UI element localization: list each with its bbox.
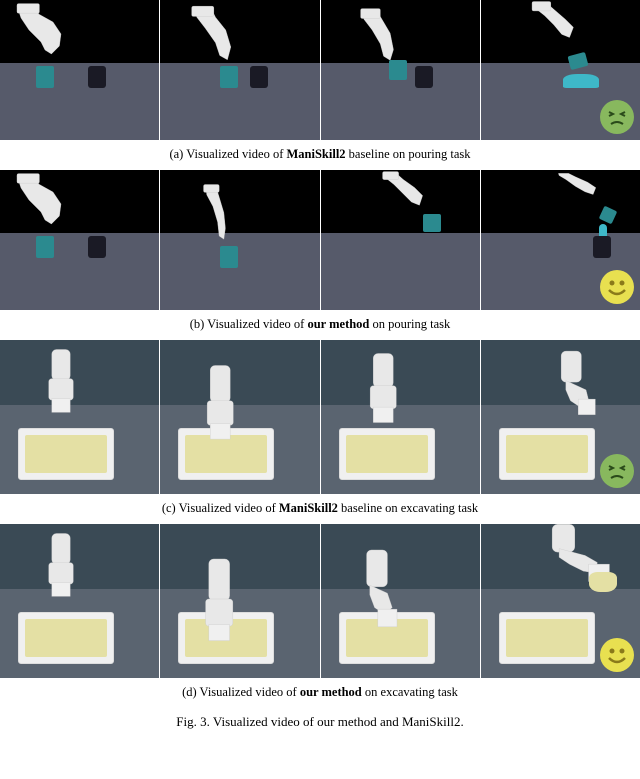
frame-b1 xyxy=(0,170,159,310)
sick-face-icon xyxy=(600,454,634,488)
figure-main-caption: Fig. 3. Visualized video of our method a… xyxy=(0,708,640,734)
caption-c: (c) Visualized video of ManiSkill2 basel… xyxy=(0,496,640,524)
frame-b4 xyxy=(481,170,640,310)
row-c-maniskill-excavating xyxy=(0,340,640,494)
frame-a1 xyxy=(0,0,159,140)
smile-face-icon xyxy=(600,638,634,672)
frame-b3 xyxy=(321,170,480,310)
frame-b2 xyxy=(160,170,319,310)
frame-c3 xyxy=(321,340,480,494)
row-d-ours-excavating xyxy=(0,524,640,678)
frame-c1 xyxy=(0,340,159,494)
frame-d4 xyxy=(481,524,640,678)
frame-a2 xyxy=(160,0,319,140)
row-a-maniskill-pouring xyxy=(0,0,640,140)
row-b-ours-pouring xyxy=(0,170,640,310)
smile-face-icon xyxy=(600,270,634,304)
frame-a3 xyxy=(321,0,480,140)
caption-b: (b) Visualized video of our method on po… xyxy=(0,312,640,340)
caption-a: (a) Visualized video of ManiSkill2 basel… xyxy=(0,142,640,170)
frame-d1 xyxy=(0,524,159,678)
caption-d: (d) Visualized video of our method on ex… xyxy=(0,680,640,708)
frame-c4 xyxy=(481,340,640,494)
frame-d3 xyxy=(321,524,480,678)
frame-a4 xyxy=(481,0,640,140)
frame-d2 xyxy=(160,524,319,678)
frame-c2 xyxy=(160,340,319,494)
sick-face-icon xyxy=(600,100,634,134)
figure-3: (a) Visualized video of ManiSkill2 basel… xyxy=(0,0,640,734)
